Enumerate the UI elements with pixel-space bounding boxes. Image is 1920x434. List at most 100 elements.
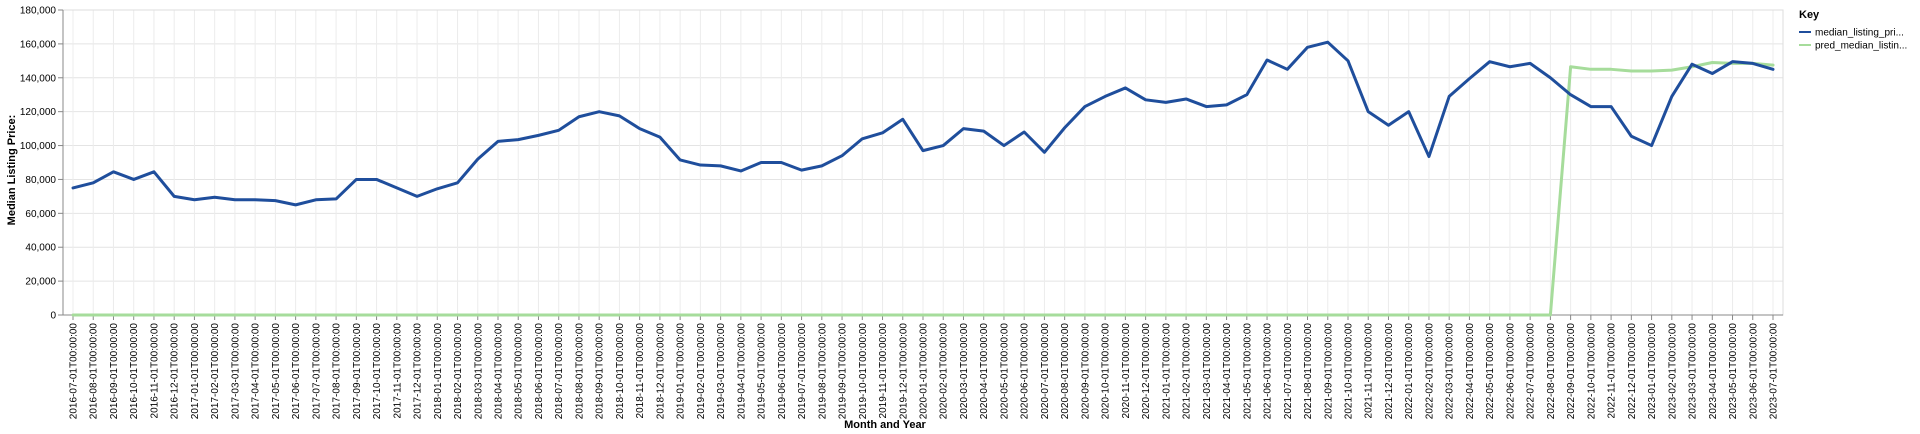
series-lines: [71, 40, 1775, 317]
x-tick-label: 2019-04-01T00:00:00: [736, 323, 747, 420]
x-tick-label: 2020-02-01T00:00:00: [939, 323, 950, 420]
x-axis-ticks: 2016-07-01T00:00:00 2016-08-01T00:00:00 20…: [69, 315, 1780, 419]
x-tick-label: 2022-07-01T00:00:00: [1526, 323, 1537, 420]
x-tick-label: 2019-09-01T00:00:00: [838, 323, 849, 420]
x-tick-label: 2019-10-01T00:00:00: [858, 323, 869, 420]
x-tick-label: 2019-12-01T00:00:00: [898, 323, 909, 420]
y-axis-ticks: 0 20,000 40,000 60,000 80,000 100,000 120,000 1…: [20, 6, 63, 322]
x-tick-label: 2021-01-01T00:00:00: [1161, 323, 1172, 420]
x-tick-label: 2016-10-01T00:00:00: [129, 323, 140, 420]
x-tick-label: 2019-01-01T00:00:00: [676, 323, 687, 420]
x-tick-label: 2020-01-01T00:00:00: [919, 323, 930, 420]
x-tick-label: 2020-03-01T00:00:00: [959, 323, 970, 420]
x-tick-label: 2020-06-01T00:00:00: [1020, 323, 1031, 420]
x-tick-label: 2021-11-01T00:00:00: [1364, 323, 1375, 419]
x-tick-label: 2022-12-01T00:00:00: [1627, 323, 1638, 420]
x-axis-title: Month and Year: [844, 419, 926, 431]
x-tick-label: 2017-01-01T00:00:00: [190, 323, 201, 420]
x-tick-label: 2017-05-01T00:00:00: [271, 323, 282, 420]
x-tick-label: 2023-02-01T00:00:00: [1667, 323, 1678, 420]
x-tick-label: 2019-08-01T00:00:00: [817, 323, 828, 420]
y-tick-label: 160,000: [20, 39, 57, 50]
x-tick-label: 2022-06-01T00:00:00: [1505, 323, 1516, 420]
legend: Key median_listing_pri... pred_median_lis…: [1799, 9, 1907, 52]
x-tick-label: 2021-09-01T00:00:00: [1323, 323, 1334, 420]
x-tick-label: 2021-03-01T00:00:00: [1202, 323, 1213, 420]
legend-label: median_listing_pri...: [1815, 28, 1904, 39]
y-tick-label: 20,000: [25, 277, 56, 288]
x-tick-label: 2022-11-01T00:00:00: [1607, 323, 1618, 419]
x-tick-label: 2016-07-01T00:00:00: [69, 323, 80, 420]
legend-title: Key: [1799, 9, 1820, 21]
x-tick-label: 2019-05-01T00:00:00: [757, 323, 768, 420]
x-tick-label: 2018-06-01T00:00:00: [534, 323, 545, 420]
x-tick-label: 2021-06-01T00:00:00: [1263, 323, 1274, 420]
x-tick-label: 2018-02-01T00:00:00: [453, 323, 464, 420]
x-tick-label: 2018-09-01T00:00:00: [595, 323, 606, 420]
x-tick-label: 2020-10-01T00:00:00: [1101, 323, 1112, 420]
y-tick-label: 40,000: [25, 243, 56, 254]
x-tick-label: 2018-12-01T00:00:00: [655, 323, 666, 420]
x-tick-label: 2021-04-01T00:00:00: [1222, 323, 1233, 420]
x-tick-label: 2020-12-01T00:00:00: [1141, 323, 1152, 420]
x-tick-label: 2017-10-01T00:00:00: [372, 323, 383, 420]
y-tick-label: 120,000: [20, 107, 57, 118]
x-tick-label: 2021-10-01T00:00:00: [1344, 323, 1355, 420]
x-tick-label: 2021-07-01T00:00:00: [1283, 323, 1294, 420]
x-tick-label: 2022-02-01T00:00:00: [1424, 323, 1435, 420]
x-tick-label: 2019-07-01T00:00:00: [797, 323, 808, 420]
x-tick-label: 2018-07-01T00:00:00: [554, 323, 565, 420]
x-tick-label: 2017-09-01T00:00:00: [352, 323, 363, 420]
x-tick-label: 2022-10-01T00:00:00: [1586, 323, 1597, 420]
x-tick-label: 2018-11-01T00:00:00: [635, 323, 646, 419]
x-tick-label: 2018-10-01T00:00:00: [615, 323, 626, 420]
grid-lines: [63, 9, 1783, 316]
x-tick-label: 2021-08-01T00:00:00: [1303, 323, 1314, 420]
x-tick-label: 2016-08-01T00:00:00: [89, 323, 100, 420]
x-tick-label: 2020-05-01T00:00:00: [999, 323, 1010, 420]
x-tick-label: 2021-02-01T00:00:00: [1182, 323, 1193, 420]
legend-label: pred_median_listin...: [1815, 41, 1907, 52]
x-tick-label: 2021-05-01T00:00:00: [1242, 323, 1253, 420]
y-tick-label: 80,000: [25, 175, 56, 186]
x-tick-label: 2023-04-01T00:00:00: [1708, 323, 1719, 420]
x-tick-label: 2017-11-01T00:00:00: [392, 323, 403, 419]
x-tick-label: 2018-04-01T00:00:00: [494, 323, 505, 420]
x-tick-label: 2019-06-01T00:00:00: [777, 323, 788, 420]
x-tick-label: 2019-02-01T00:00:00: [696, 323, 707, 420]
x-tick-label: 2020-08-01T00:00:00: [1060, 323, 1071, 420]
x-tick-label: 2023-07-01T00:00:00: [1769, 323, 1780, 420]
x-tick-label: 2016-09-01T00:00:00: [109, 323, 120, 420]
y-axis-title: Median Listing Price:: [6, 115, 18, 226]
x-tick-label: 2018-08-01T00:00:00: [574, 323, 585, 420]
x-tick-label: 2023-05-01T00:00:00: [1728, 323, 1739, 420]
x-tick-label: 2020-09-01T00:00:00: [1080, 323, 1091, 420]
y-tick-label: 60,000: [25, 209, 56, 220]
x-tick-label: 2018-03-01T00:00:00: [473, 323, 484, 420]
x-tick-label: 2020-11-01T00:00:00: [1121, 323, 1132, 419]
x-tick-label: 2022-08-01T00:00:00: [1546, 323, 1557, 420]
x-tick-label: 2017-03-01T00:00:00: [230, 323, 241, 420]
x-tick-label: 2022-01-01T00:00:00: [1404, 323, 1415, 420]
x-tick-label: 2020-07-01T00:00:00: [1040, 323, 1051, 420]
x-tick-label: 2016-12-01T00:00:00: [170, 323, 181, 420]
x-tick-label: 2017-02-01T00:00:00: [210, 323, 221, 420]
x-tick-label: 2017-06-01T00:00:00: [291, 323, 302, 420]
x-tick-label: 2022-03-01T00:00:00: [1445, 323, 1456, 420]
series-line-1: [71, 61, 1775, 317]
y-tick-label: 100,000: [20, 141, 57, 152]
x-tick-label: 2018-01-01T00:00:00: [433, 323, 444, 420]
x-tick-label: 2017-08-01T00:00:00: [332, 323, 343, 420]
series-line-0: [71, 40, 1775, 207]
y-tick-label: 140,000: [20, 73, 57, 84]
x-tick-label: 2022-04-01T00:00:00: [1465, 323, 1476, 420]
y-tick-label: 0: [50, 311, 56, 322]
x-tick-label: 2017-07-01T00:00:00: [311, 323, 322, 420]
x-tick-label: 2020-04-01T00:00:00: [979, 323, 990, 420]
x-tick-label: 2017-12-01T00:00:00: [413, 323, 424, 420]
y-tick-label: 180,000: [20, 6, 57, 17]
x-tick-label: 2017-04-01T00:00:00: [251, 323, 262, 420]
x-tick-label: 2019-03-01T00:00:00: [716, 323, 727, 420]
x-tick-label: 2021-12-01T00:00:00: [1384, 323, 1395, 420]
